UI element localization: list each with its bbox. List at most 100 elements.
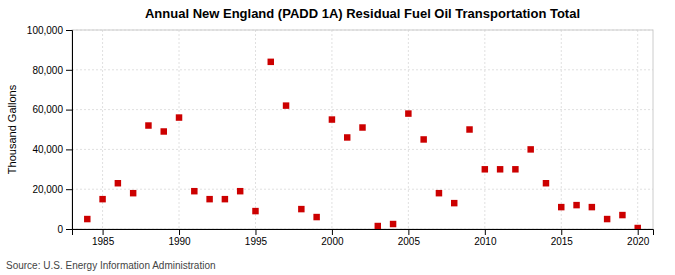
axis-line xyxy=(73,230,654,236)
tick: 2005 xyxy=(398,229,421,247)
tick-label: 80,000 xyxy=(32,65,63,76)
point xyxy=(268,59,274,65)
tick: 40,000 xyxy=(32,144,72,155)
tick-label: 2015 xyxy=(551,236,574,247)
tick: 1985 xyxy=(92,229,115,247)
point xyxy=(99,196,105,202)
grid-line xyxy=(72,109,653,110)
point xyxy=(359,124,365,130)
point xyxy=(222,196,228,202)
tick: 100,000 xyxy=(27,25,72,36)
point xyxy=(573,202,579,208)
point xyxy=(237,188,243,194)
tick: 2015 xyxy=(551,229,574,247)
tick-mark xyxy=(66,149,72,150)
point xyxy=(482,166,488,172)
point xyxy=(298,206,304,212)
point xyxy=(604,216,610,222)
grid-line xyxy=(179,30,180,229)
grid xyxy=(72,30,653,229)
axis-line xyxy=(66,31,73,230)
tick-mark xyxy=(103,229,104,235)
source: Source: U.S. Energy Information Administ… xyxy=(6,260,216,271)
point xyxy=(160,128,166,134)
tick-label: 2020 xyxy=(627,236,650,247)
point xyxy=(527,146,533,152)
tick-mark xyxy=(255,229,256,235)
grid-line xyxy=(255,30,256,229)
point xyxy=(283,102,289,108)
chart: 1985 1990 1995 2000 2005 2010 2015 2020 0 20,000 4… xyxy=(0,0,675,275)
point xyxy=(115,180,121,186)
grid-line xyxy=(331,30,332,229)
tick-label: 0 xyxy=(57,224,63,235)
tick-label: 20,000 xyxy=(32,184,63,195)
y-axis: 0 20,000 40,000 60,000 80,000 100,000 xyxy=(27,25,73,235)
tick: 2000 xyxy=(321,229,344,247)
point xyxy=(634,225,640,229)
tick-mark xyxy=(66,229,72,230)
point xyxy=(191,188,197,194)
tick-mark xyxy=(485,229,486,235)
point xyxy=(344,134,350,140)
plot-frame xyxy=(72,30,653,229)
tick: 0 xyxy=(57,224,72,235)
grid-line xyxy=(637,30,638,229)
tick: 1990 xyxy=(168,229,191,247)
grid-line xyxy=(72,69,653,70)
grid-line xyxy=(408,30,409,229)
point xyxy=(145,122,151,128)
tick-label: 2010 xyxy=(474,236,497,247)
point xyxy=(451,200,457,206)
plot: 1985 1990 1995 2000 2005 2010 2015 2020 0 20,000 4… xyxy=(27,25,654,247)
tick-mark xyxy=(66,110,72,111)
grid-line xyxy=(561,30,562,229)
point xyxy=(619,212,625,218)
tick-label: 2000 xyxy=(321,236,344,247)
point xyxy=(543,180,549,186)
point xyxy=(252,208,258,214)
point xyxy=(313,214,319,220)
tick-mark xyxy=(66,70,72,71)
tick: 2010 xyxy=(474,229,497,247)
point xyxy=(589,204,595,210)
point xyxy=(329,116,335,122)
tick-label: 40,000 xyxy=(32,144,63,155)
point xyxy=(420,136,426,142)
grid-line xyxy=(484,30,485,229)
grid-line xyxy=(72,189,653,190)
tick-mark xyxy=(66,30,72,31)
point xyxy=(84,216,90,222)
point xyxy=(130,190,136,196)
tick-label: 1990 xyxy=(168,236,191,247)
point xyxy=(206,196,212,202)
tick-label: 1985 xyxy=(92,236,115,247)
tick-mark xyxy=(408,229,409,235)
points xyxy=(84,59,641,229)
tick: 1995 xyxy=(245,229,268,247)
tick: 2020 xyxy=(627,229,650,247)
tick: 20,000 xyxy=(32,184,72,195)
x-axis: 1985 1990 1995 2000 2005 2010 2015 2020 xyxy=(73,229,654,247)
tick: 80,000 xyxy=(32,65,72,76)
tick-label: 1995 xyxy=(245,236,268,247)
tick: 60,000 xyxy=(32,104,72,115)
tick-mark xyxy=(332,229,333,235)
grid-line xyxy=(72,149,653,150)
tick-mark xyxy=(179,229,180,235)
tick-mark xyxy=(638,229,639,235)
y-axis-title: Thousand Gallons xyxy=(6,84,18,174)
tick-label: 2005 xyxy=(398,236,421,247)
point xyxy=(176,114,182,120)
point xyxy=(390,221,396,227)
point xyxy=(375,223,381,229)
point xyxy=(466,126,472,132)
tick-label: 100,000 xyxy=(27,25,64,36)
point xyxy=(558,204,564,210)
title: Annual New England (PADD 1A) Residual Fu… xyxy=(145,6,580,21)
point xyxy=(436,190,442,196)
tick-mark xyxy=(561,229,562,235)
tick-label: 60,000 xyxy=(32,104,63,115)
tick-mark xyxy=(66,189,72,190)
point xyxy=(497,166,503,172)
